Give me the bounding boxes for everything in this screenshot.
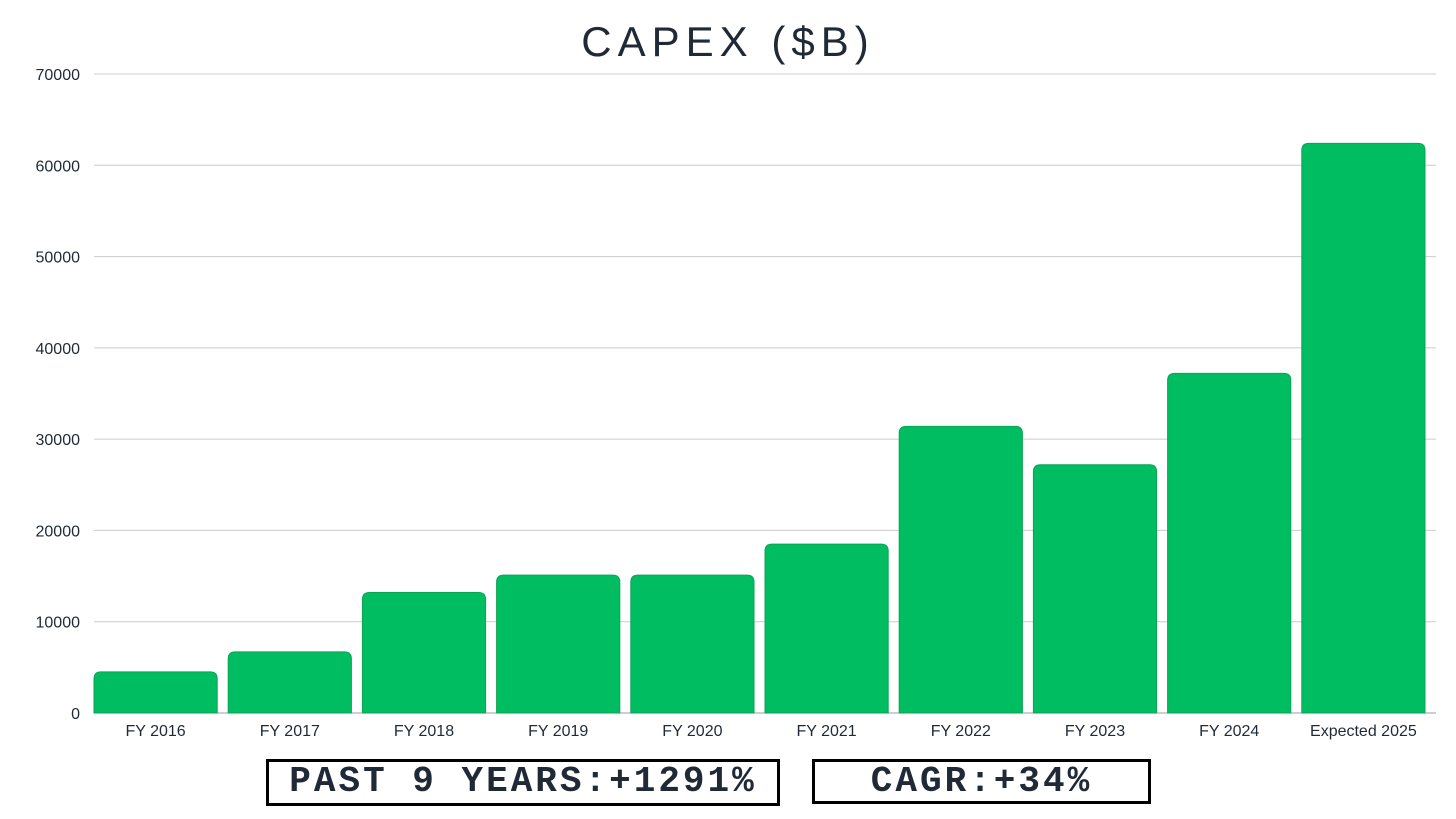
chart-title: CAPEX ($B) — [581, 18, 875, 65]
cagr-text: CAGR:+34% — [870, 761, 1093, 802]
past-9-years-growth-box: PAST 9 YEARS:+1291% — [266, 759, 780, 806]
bar — [93, 671, 218, 714]
bar — [630, 574, 755, 714]
bar — [227, 651, 352, 714]
x-tick-label: Expected 2025 — [1310, 723, 1417, 740]
y-tick-label: 70000 — [36, 67, 81, 84]
y-tick-label: 30000 — [36, 432, 81, 449]
y-axis-ticks: 0 10000 20000 30000 40000 50000 60000 70000 — [36, 67, 81, 723]
x-tick-label: FY 2021 — [796, 723, 856, 740]
x-tick-label: FY 2020 — [662, 723, 722, 740]
y-tick-label: 0 — [71, 706, 80, 723]
bar — [764, 543, 889, 714]
x-tick-label: FY 2022 — [931, 723, 991, 740]
y-tick-label: 60000 — [36, 158, 81, 175]
bar — [1301, 142, 1426, 714]
x-tick-label: FY 2017 — [260, 723, 320, 740]
bar — [898, 425, 1023, 714]
x-tick-label: FY 2024 — [1199, 723, 1259, 740]
bars — [93, 142, 1426, 714]
x-tick-label: FY 2019 — [528, 723, 588, 740]
y-tick-label: 20000 — [36, 523, 81, 540]
x-tick-label: FY 2018 — [394, 723, 454, 740]
y-tick-label: 50000 — [36, 250, 81, 267]
bar — [361, 592, 487, 714]
y-tick-label: 10000 — [36, 615, 81, 632]
past-9-years-growth-text: PAST 9 YEARS:+1291% — [289, 761, 757, 802]
bar — [496, 574, 621, 714]
cagr-box: CAGR:+34% — [812, 759, 1151, 804]
bar — [1167, 372, 1292, 714]
x-axis-ticks: FY 2016 FY 2017 FY 2018 FY 2019 FY 2020 FY 20… — [125, 723, 1416, 740]
bar — [1032, 464, 1158, 714]
x-tick-label: FY 2016 — [125, 723, 185, 740]
x-tick-label: FY 2023 — [1065, 723, 1125, 740]
y-tick-label: 40000 — [36, 341, 81, 358]
